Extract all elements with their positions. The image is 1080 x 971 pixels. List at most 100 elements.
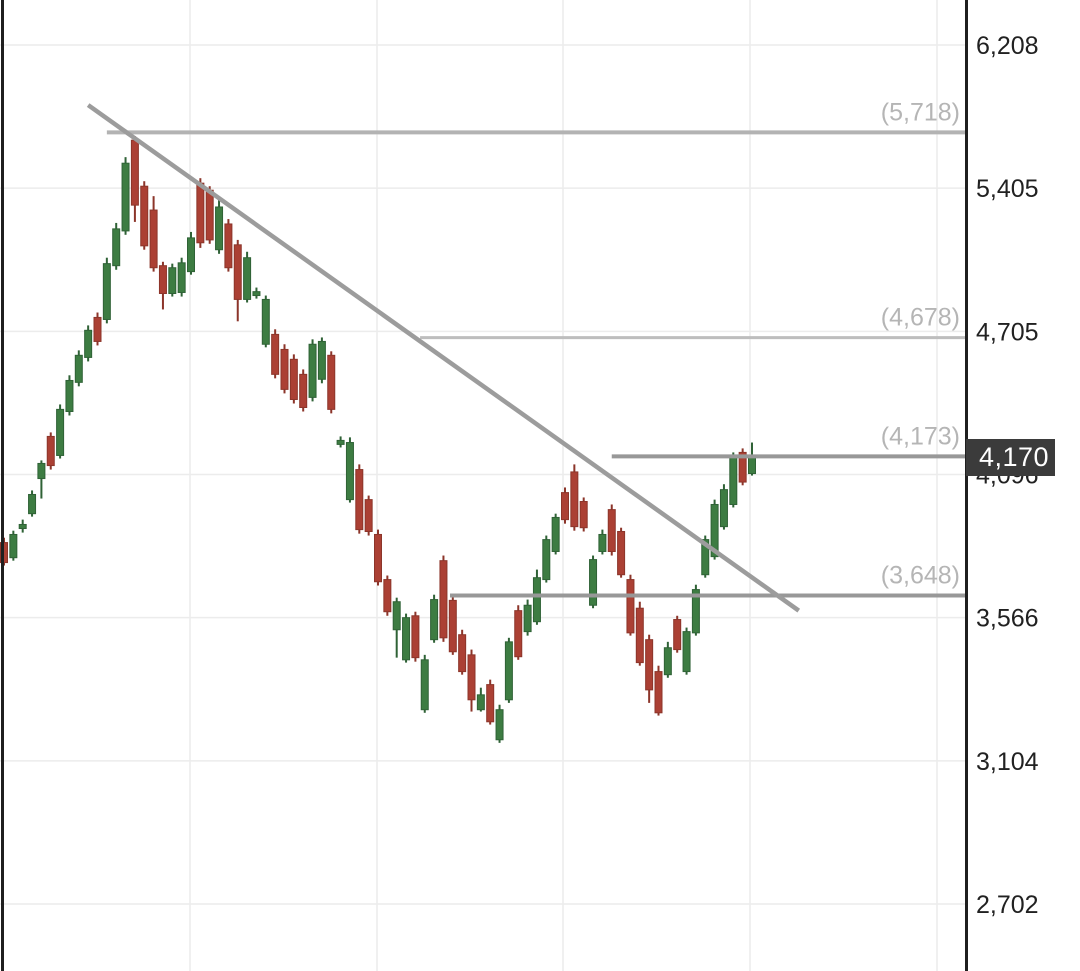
candle-up [551, 513, 560, 555]
candle-body [56, 408, 65, 456]
candle-body [589, 559, 598, 606]
candle-down [289, 354, 298, 404]
candle-body [224, 223, 233, 269]
candle-body [177, 262, 186, 293]
level-label: (3,648) [881, 562, 960, 590]
candle-down [448, 595, 457, 655]
candle-wick [40, 460, 43, 499]
candle-body [9, 533, 18, 559]
candle-up [392, 597, 401, 658]
candle-down [149, 196, 158, 272]
candle-body [504, 641, 513, 701]
candle-down [374, 529, 382, 586]
candle-body [233, 244, 242, 300]
candle-body [663, 647, 672, 676]
candle-body [327, 354, 336, 410]
candle-body [299, 373, 308, 409]
candle-body [215, 206, 224, 251]
candle-down [738, 448, 747, 486]
candle-body [691, 589, 700, 634]
candle-body [635, 607, 644, 664]
candle-up [252, 287, 261, 299]
price-scale-background[interactable] [965, 0, 1080, 971]
candle-body [654, 671, 663, 714]
candle-body [187, 237, 195, 273]
candle-up [187, 231, 195, 275]
candle-down [224, 219, 233, 272]
candle-down [626, 574, 635, 636]
candle-body [102, 263, 111, 320]
candle-down [570, 464, 579, 531]
candle-up [168, 263, 177, 297]
candle-up [504, 637, 513, 703]
candle-down [579, 497, 588, 532]
candle-body [542, 539, 551, 581]
candle-body [149, 209, 158, 269]
level-label: (5,718) [881, 98, 960, 126]
candle-down [645, 634, 654, 703]
candle-down [561, 487, 569, 524]
y-axis-tick-label: 3,566 [976, 605, 1039, 633]
candle-up [65, 375, 74, 416]
candle-body [345, 442, 354, 501]
candle-body [532, 577, 541, 623]
candle-down [271, 329, 280, 379]
candle-body [607, 509, 616, 552]
candle-body [196, 182, 205, 244]
candle-body [402, 617, 411, 661]
candle-down [355, 464, 364, 534]
candle-body [336, 439, 345, 445]
candle-up [430, 594, 439, 643]
candle-body [261, 298, 270, 345]
candle-body [84, 329, 93, 358]
candle-body [317, 340, 326, 380]
candle-up [215, 200, 224, 254]
candle-body [701, 539, 710, 576]
y-axis-tick-label: 4,705 [976, 318, 1039, 346]
candle-body [673, 619, 682, 651]
candle-body [289, 358, 298, 401]
candle-up [74, 350, 83, 387]
candle-body [130, 139, 139, 206]
candle-body [205, 189, 214, 241]
candle-body [140, 185, 149, 247]
candle-body [682, 631, 691, 673]
candle-body [280, 348, 289, 390]
candle-body [719, 489, 728, 528]
candle-up [261, 295, 270, 348]
candle-up [308, 339, 317, 402]
candle-up [28, 490, 37, 517]
candle-body [738, 451, 747, 483]
candle-down [458, 629, 467, 675]
candle-up [719, 484, 728, 530]
candle-body [308, 343, 317, 398]
candle-down [280, 344, 289, 394]
candle-up [56, 404, 65, 459]
candle-body [121, 162, 130, 232]
candle-up [682, 627, 691, 675]
candle-body [93, 316, 102, 342]
candle-body [243, 257, 252, 300]
candle-up [9, 530, 18, 561]
candle-body [74, 354, 83, 383]
candle-down [411, 611, 420, 662]
candle-up [177, 257, 186, 297]
candle-up [542, 535, 551, 583]
candle-body [430, 599, 439, 641]
chart-pane[interactable] [0, 0, 965, 971]
candle-body [355, 469, 364, 531]
candle-up [121, 157, 130, 235]
level-label: (4,173) [881, 422, 960, 450]
candle-up [37, 460, 46, 499]
candle-body [18, 523, 27, 530]
y-axis-tick-label: 6,208 [976, 32, 1039, 60]
candle-body [65, 379, 74, 412]
candle-down [140, 181, 149, 250]
candle-body [617, 530, 626, 576]
candle-down [439, 555, 448, 642]
trendline[interactable] [86, 103, 801, 613]
grid [0, 0, 965, 971]
candle-body [458, 634, 467, 673]
